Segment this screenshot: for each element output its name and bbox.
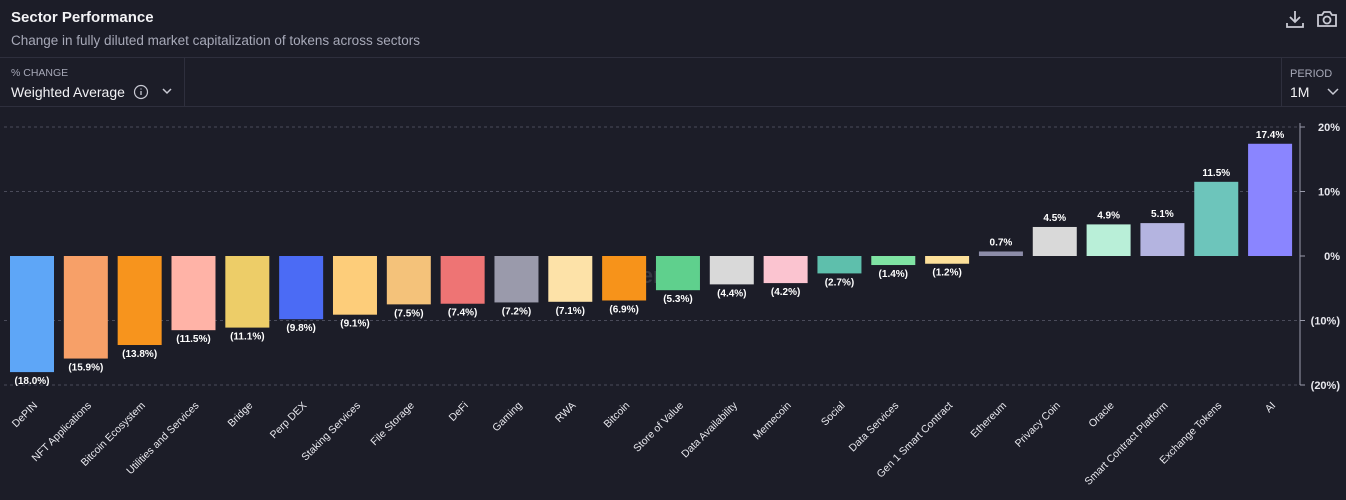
value-label: (11.5%) [176,334,210,345]
bar [494,256,539,303]
bar [332,256,377,315]
bar [440,256,485,304]
x-tick-label: DePIN [10,400,40,430]
period-label: PERIOD [1290,68,1333,80]
bar [386,256,431,305]
value-label: 11.5% [1202,168,1230,179]
download-icon[interactable] [1284,8,1306,30]
bar [763,256,808,284]
camera-icon[interactable] [1316,8,1338,30]
bar [117,256,162,346]
y-tick-label: 10% [1318,187,1340,199]
bar [1140,223,1185,256]
value-label: (2.7%) [825,277,854,288]
y-tick-label: (10%) [1311,316,1341,328]
bar [709,256,754,285]
value-label: (5.3%) [663,294,692,305]
divider [1281,58,1282,106]
value-label: 17.4% [1256,130,1284,141]
value-label: 0.7% [990,237,1013,248]
bar [978,251,1023,256]
bar [225,256,270,328]
panel-title: Sector Performance [11,9,154,26]
bar [1248,143,1293,256]
value-label: 4.5% [1043,213,1066,224]
x-tick-label: Data Services [847,400,902,455]
x-tick-label: Staking Services [299,400,363,464]
metric-label: % CHANGE [11,67,69,79]
x-tick-label: Perp DEX [268,400,309,441]
bar [548,256,593,302]
period-select[interactable]: 1M [1290,84,1310,100]
value-label: (11.1%) [230,332,264,343]
bar [655,256,700,291]
bar [10,256,54,373]
x-tick-label: RWA [553,400,578,425]
value-label: (9.8%) [286,323,315,334]
bar [925,256,970,264]
panel-subtitle: Change in fully diluted market capitaliz… [11,33,420,48]
chevron [1327,88,1339,96]
bar [63,256,108,359]
x-tick-label: Ethereum [968,399,1009,440]
value-label: (18.0%) [14,376,49,387]
controls-bar: % CHANGE Weighted Average PERIOD 1M [0,57,1346,107]
value-label: (7.4%) [448,308,477,319]
value-label: 5.1% [1151,209,1174,220]
x-tick-label: Data Availability [679,399,740,460]
bar [1032,226,1077,256]
x-tick-label: Bridge [225,400,255,430]
bar [817,256,862,274]
bar [1194,181,1239,256]
value-label: (15.9%) [68,363,103,374]
value-label: (1.2%) [932,268,961,279]
bar [279,256,324,320]
bar [171,256,216,331]
value-label: (9.1%) [340,319,369,330]
chart: Artemis 20%10%0%(10%)(20%)(18.0%)DePIN(1… [4,122,1341,488]
value-label: (7.1%) [556,306,585,317]
x-tick-label: Store of Value [631,400,686,455]
bar [1086,224,1131,256]
x-tick-label: Bitcoin [601,400,632,431]
value-label: (13.8%) [122,349,157,360]
y-tick-label: 0% [1324,251,1340,263]
x-tick-label: DeFi [447,400,471,424]
bar [602,256,647,301]
divider [184,58,185,106]
metric-select[interactable]: Weighted Average [11,84,125,100]
metric-icons [133,84,172,100]
x-tick-label: Privacy Coin [1013,400,1063,450]
value-label: (4.4%) [717,288,746,299]
value-label: (1.4%) [879,269,908,280]
value-label: (7.5%) [394,308,423,319]
x-tick-label: File Storage [368,400,417,449]
value-label: (4.2%) [771,287,800,298]
bar [871,256,916,266]
y-tick-label: 20% [1318,122,1340,134]
value-label: (7.2%) [502,306,531,317]
value-label: (6.9%) [609,305,638,316]
x-tick-label: AI [1263,400,1279,416]
x-tick-label: Gaming [490,400,525,435]
y-tick-label: (20%) [1311,380,1341,392]
x-tick-label: Social [819,400,848,429]
x-tick-label: Oracle [1086,400,1116,430]
x-tick-label: Memecoin [751,400,794,443]
value-label: 4.9% [1097,210,1120,221]
